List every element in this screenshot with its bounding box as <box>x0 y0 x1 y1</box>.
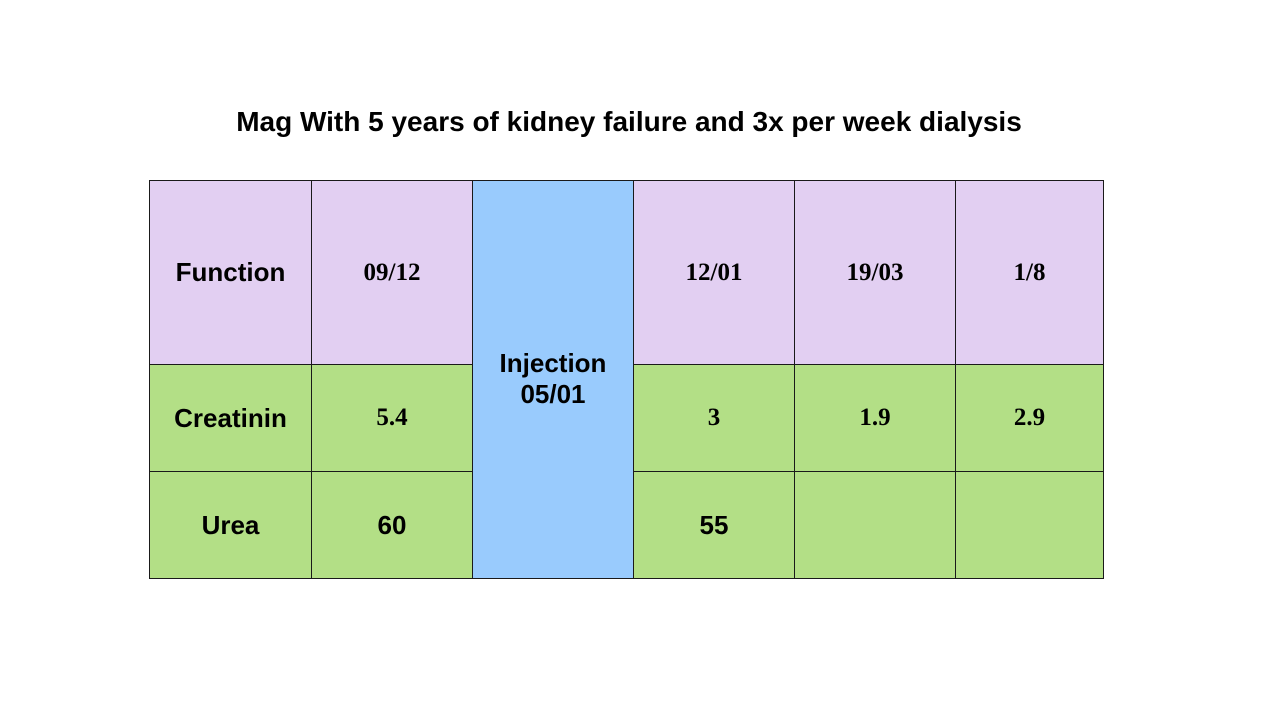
row-label-creatinin: Creatinin <box>149 364 312 472</box>
table-cell: 60 <box>311 471 473 579</box>
table-cell: 5.4 <box>311 364 473 472</box>
injection-date: 05/01 <box>520 379 586 409</box>
table-cell: 1.9 <box>794 364 956 472</box>
header-cell-date: 19/03 <box>794 180 956 365</box>
table-row-creatinin: Creatinin 5.4 3 1.9 2.9 <box>149 364 1104 472</box>
header-row: Function 09/12 Injection 05/01 12/01 19/… <box>149 180 1104 579</box>
header-cell-date: 12/01 <box>633 180 795 365</box>
table-row-urea: Urea 60 55 <box>149 471 1104 579</box>
table-cell: 2.9 <box>955 364 1104 472</box>
slide-title: Mag With 5 years of kidney failure and 3… <box>236 106 1022 137</box>
injection-cell: Injection 05/01 <box>472 180 634 579</box>
row-label-urea: Urea <box>149 471 312 579</box>
table-cell: 3 <box>633 364 795 472</box>
table-cell: 55 <box>633 471 795 579</box>
header-cell-function: Function <box>149 180 312 365</box>
table-cell <box>955 471 1104 579</box>
results-table: Function 09/12 Injection 05/01 12/01 19/… <box>149 180 1104 579</box>
table-cell <box>794 471 956 579</box>
injection-label: Injection <box>499 348 607 378</box>
header-cell-date: 09/12 <box>311 180 473 365</box>
header-cell-date: 1/8 <box>955 180 1104 365</box>
